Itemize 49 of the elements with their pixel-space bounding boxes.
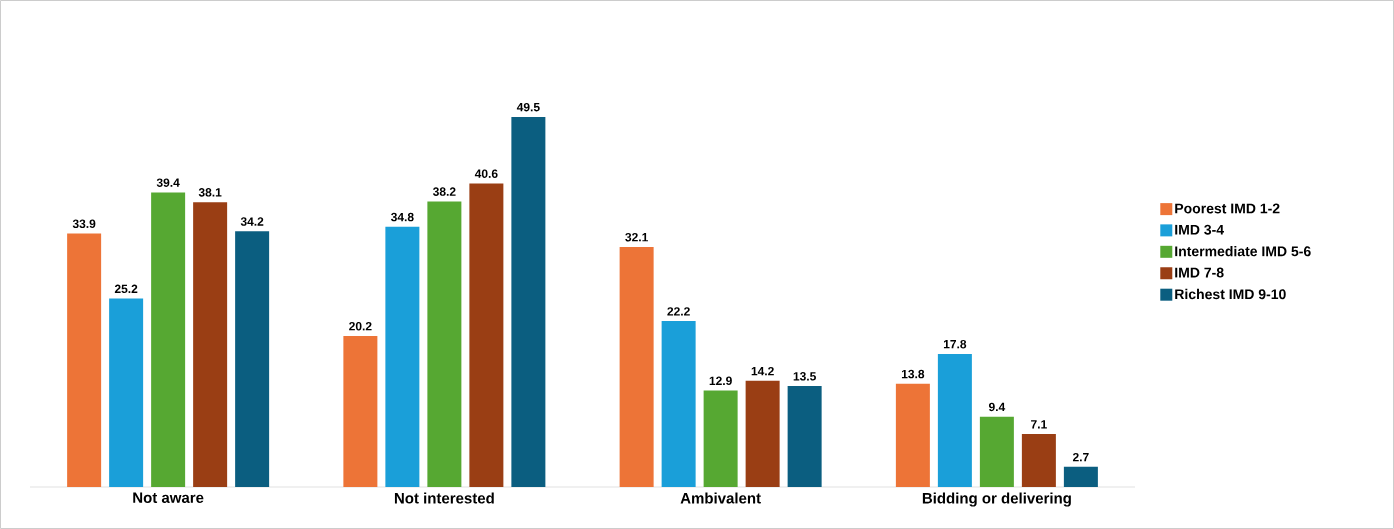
data-label: 17.8 (943, 339, 967, 349)
legend-label: Richest IMD 9-10 (1175, 288, 1286, 300)
bar (385, 226, 420, 487)
bar (937, 353, 972, 487)
data-label: 39.4 (156, 178, 180, 187)
data-label: 13.5 (793, 372, 816, 381)
bar (427, 201, 462, 487)
bar (619, 247, 654, 487)
data-label: 34.2 (240, 217, 264, 226)
data-label: 32.1 (625, 232, 648, 242)
bar (661, 321, 696, 487)
data-label: 20.2 (349, 321, 372, 331)
data-label: 22.2 (667, 307, 690, 316)
bar (1021, 433, 1056, 487)
bar (1063, 466, 1098, 487)
data-label: 7.1 (1031, 420, 1047, 429)
bar (703, 390, 738, 487)
data-label: 49.5 (516, 102, 540, 112)
bar (151, 192, 186, 487)
data-label: 38.2 (432, 187, 456, 196)
bar (109, 298, 144, 487)
bar (511, 116, 546, 487)
x-tick-label: Not interested (394, 492, 494, 504)
data-label: 38.1 (198, 188, 222, 197)
legend-label: Poorest IMD 1-2 (1175, 203, 1280, 214)
legend-label: IMD 7-8 (1175, 267, 1224, 278)
x-tick-label: Bidding or delivering (922, 492, 1071, 507)
data-label: 34.8 (390, 212, 414, 222)
data-label: 13.8 (901, 369, 925, 379)
legend-label: Intermediate IMD 5-6 (1175, 246, 1311, 257)
bar (895, 383, 930, 487)
bar (745, 380, 780, 487)
data-label: 25.2 (114, 284, 138, 294)
bar (343, 335, 378, 487)
bar (193, 202, 228, 487)
data-label: 40.6 (474, 169, 498, 178)
data-label: 12.9 (709, 376, 732, 386)
bar (235, 231, 270, 487)
x-tick-label: Not aware (133, 492, 204, 503)
data-label: 2.7 (1072, 452, 1089, 462)
legend-label: IMD 3-4 (1175, 224, 1224, 235)
bar (469, 183, 504, 487)
bar (67, 233, 102, 487)
data-label: 9.4 (988, 402, 1006, 412)
data-label: 33.9 (72, 219, 96, 229)
bar (979, 416, 1014, 487)
x-tick-label: Ambivalent (680, 492, 761, 504)
bar (787, 386, 822, 487)
data-label: 14.2 (751, 366, 774, 376)
